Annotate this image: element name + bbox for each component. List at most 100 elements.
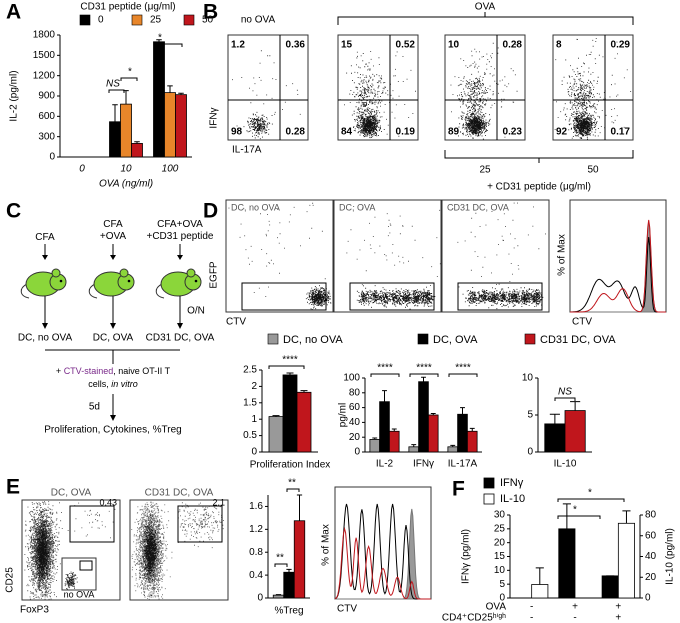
bar [544, 423, 566, 453]
y-tick-label: 300 [38, 131, 55, 142]
immunization-label: CFA +OVA [100, 219, 127, 242]
bar [282, 374, 298, 453]
x-tick-label: 100 [162, 164, 179, 175]
arrow-head [110, 415, 116, 421]
error-bar [372, 437, 378, 440]
protocol-step: cells, in vitro [88, 379, 138, 389]
panel-letter: F [452, 478, 465, 501]
event-dots [346, 206, 441, 304]
significance-label: NS [558, 387, 572, 398]
bar [268, 416, 284, 453]
bar [379, 401, 390, 453]
bar [293, 520, 306, 599]
error-bar [275, 594, 282, 596]
event-dots [240, 111, 273, 139]
mouse-tail [155, 283, 165, 299]
y-tick-label: 0 [257, 593, 263, 604]
mouse-ear [186, 268, 196, 278]
plot-frame [441, 199, 550, 313]
immunization-label: CFA+OVA +CD31 peptide [147, 219, 214, 242]
error-bar [178, 92, 184, 95]
y2-tick-label: 80 [645, 510, 657, 521]
row-value: + [615, 613, 621, 623]
row-value: - [573, 613, 576, 623]
significance-label: ** [288, 478, 296, 489]
quadrant-value: 0.23 [503, 127, 523, 138]
y-tick-label: 0.5 [243, 430, 257, 441]
error-bar [622, 510, 631, 524]
label-line: CFA [103, 219, 123, 230]
gate-value: 2.1 [212, 497, 225, 507]
y-tick-label: 15 [494, 551, 506, 562]
y-tick-label: 0 [354, 447, 360, 458]
error-bar [167, 85, 173, 93]
event-dots [516, 287, 534, 307]
label-line: CFA [35, 232, 55, 243]
x-tick-label: IL-2 [376, 459, 394, 470]
bar [418, 381, 429, 453]
significance-label: **** [282, 355, 298, 366]
significance-bracket [286, 488, 300, 492]
bar [369, 439, 381, 453]
panel-letter: C [6, 200, 21, 223]
y2-tick-label: 20 [645, 572, 657, 583]
histogram [570, 219, 666, 313]
bar [109, 121, 121, 158]
significance-bracket [268, 365, 305, 369]
gate [457, 282, 543, 311]
x-axis-label: OVA (ng/ml) [99, 179, 153, 190]
event-dots [232, 50, 301, 140]
protocol-step: + CTV-stained, naive OT-II T [56, 366, 171, 376]
y-axis-label: IFNγ [209, 107, 220, 128]
bar [272, 594, 285, 599]
mouse-ear [119, 268, 129, 278]
quadrant-value: 98 [231, 127, 243, 138]
gate [79, 560, 93, 571]
y-tick-label: 1.5 [243, 397, 257, 408]
y-tick-label: 1800 [33, 30, 56, 41]
y-tick-label: 900 [38, 91, 55, 102]
error-bar [272, 415, 280, 417]
mouse-eye [127, 279, 131, 283]
x-axis-label: Proliferation Index [250, 460, 331, 471]
row-label: CD4⁺CD25ʰⁱᵍʰ [442, 613, 506, 623]
significance-label: * [128, 67, 132, 78]
dc-label: DC, no OVA [18, 333, 73, 344]
y-tick-label: 0.4 [249, 570, 263, 581]
mouse-tail [88, 283, 98, 299]
gate [241, 282, 327, 311]
y-tick-label: 1 [251, 414, 257, 425]
y2-tick-label: 0 [645, 593, 651, 604]
bar [558, 528, 576, 599]
significance-bracket [120, 77, 138, 81]
event-dots [452, 202, 546, 290]
event-dots [34, 511, 51, 590]
error-bar [450, 444, 456, 447]
error-bar [300, 390, 308, 393]
y-tick-label: 25 [494, 523, 506, 534]
significance-label: **** [377, 363, 393, 374]
y2-tick-label: 40 [645, 551, 657, 562]
error-bar [296, 494, 303, 521]
y-tick-label: 20 [494, 537, 506, 548]
plot-frame [337, 34, 419, 141]
legend-swatch [483, 477, 495, 489]
label-line: CFA+OVA [157, 219, 203, 230]
legend-swatch [417, 333, 429, 345]
bar [447, 446, 459, 453]
bar [283, 571, 295, 599]
bar [388, 430, 400, 453]
immunization-label: CFA [35, 232, 55, 243]
significance-bracket [108, 89, 125, 93]
y-tick-label: 30 [494, 510, 506, 521]
event-dots [486, 287, 501, 309]
significance-bracket [409, 373, 439, 377]
significance-label: **** [416, 363, 432, 374]
mouse-icon [20, 268, 67, 299]
bar [531, 584, 549, 599]
quadrant-value: 89 [448, 127, 460, 138]
quadrant-value: 0.17 [611, 127, 631, 138]
quadrant-value: 10 [448, 40, 460, 51]
y-tick-label: 1200 [33, 70, 56, 81]
group-label: no OVA [241, 15, 276, 26]
